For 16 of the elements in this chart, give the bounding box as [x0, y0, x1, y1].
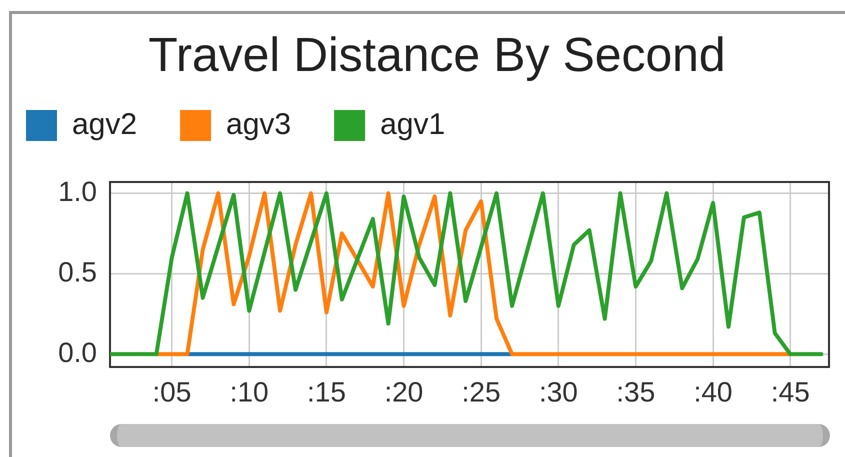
x-tick-label: :05: [152, 376, 192, 408]
x-tick-label: :10: [230, 376, 269, 408]
legend-label: agv3: [226, 108, 292, 141]
legend-label: agv1: [380, 108, 446, 141]
x-tick-label: :40: [694, 376, 732, 408]
x-tick-label: :25: [462, 376, 501, 408]
legend-label: agv2: [72, 108, 138, 141]
x-tick-label: :20: [384, 376, 424, 408]
x-tick-label: :15: [307, 376, 346, 408]
x-tick-label: :45: [770, 376, 810, 408]
chart-title: Travel Distance By Second: [147, 29, 727, 82]
x-tick-label: :30: [538, 376, 578, 408]
y-tick-label: 0.5: [58, 256, 97, 288]
y-tick-label: 1.0: [58, 176, 97, 207]
y-tick-label: 0.0: [58, 336, 97, 368]
x-tick-label: :35: [616, 376, 656, 408]
